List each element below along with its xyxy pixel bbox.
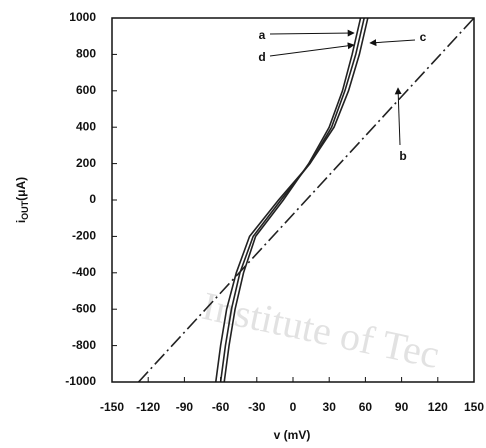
line-series: [223, 17, 362, 383]
arrow: [269, 42, 355, 57]
arrow: [269, 29, 355, 37]
x-tick-label: 90: [395, 400, 409, 414]
y-label-unit: (μA): [14, 177, 28, 201]
y-tick-label: 400: [76, 119, 96, 133]
y-label-main: i: [14, 220, 28, 223]
x-tick-label: 120: [428, 400, 448, 414]
x-tick-label: -150: [100, 400, 124, 414]
x-axis-label: v (mV): [274, 428, 311, 442]
x-tick-label: 60: [359, 400, 373, 414]
y-axis-label: iOUT(μA): [14, 177, 30, 223]
y-tick-label: -800: [72, 338, 96, 352]
y-tick-label: -600: [72, 301, 96, 315]
y-tick-label: 0: [89, 192, 96, 206]
x-tick-label: 30: [323, 400, 337, 414]
line-series: [214, 17, 369, 383]
y-tick-label: -200: [72, 229, 96, 243]
annotation: a: [259, 28, 266, 42]
line-series: [137, 17, 475, 383]
y-tick-label: -400: [72, 265, 96, 279]
annotation: c: [420, 30, 427, 44]
x-tick-label: -120: [136, 400, 160, 414]
arrow: [394, 87, 402, 146]
y-label-sub: OUT: [20, 200, 30, 220]
arrow: [369, 39, 416, 47]
x-tick-label: -90: [176, 400, 194, 414]
x-tick-label: -30: [248, 400, 266, 414]
y-tick-label: 600: [76, 83, 96, 97]
line-series: [219, 17, 365, 383]
watermark: Institute of Tec: [198, 283, 443, 377]
annotation: b: [399, 149, 406, 163]
y-tick-label: -1000: [65, 374, 96, 388]
x-tick-label: 0: [290, 400, 297, 414]
x-tick-label: -60: [212, 400, 230, 414]
y-tick-label: 1000: [69, 10, 96, 24]
y-tick-label: 800: [76, 47, 96, 61]
annotation: d: [258, 50, 265, 64]
y-tick-label: 200: [76, 156, 96, 170]
x-tick-label: 150: [464, 400, 484, 414]
